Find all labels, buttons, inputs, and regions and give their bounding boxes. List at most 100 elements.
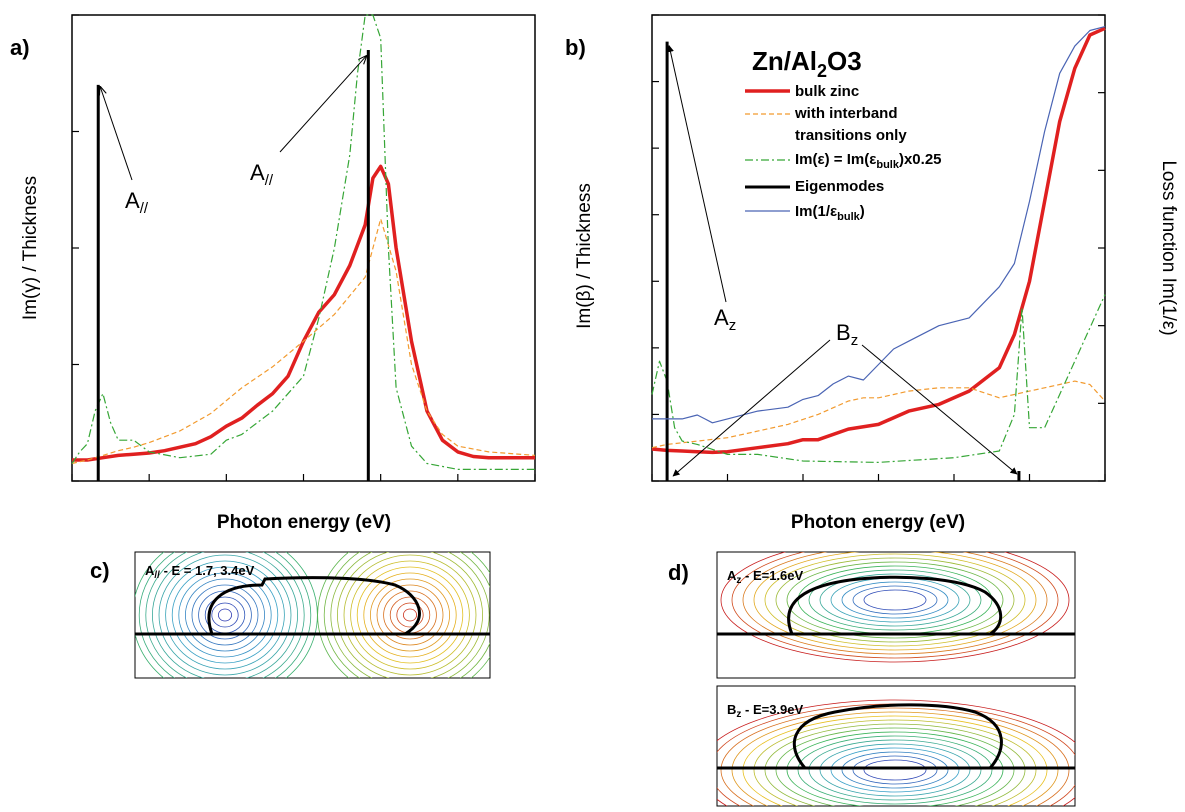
field-contour: [343, 554, 477, 676]
field-contour: [819, 743, 971, 797]
field-contour: [369, 578, 450, 652]
panel-a-label: a): [10, 35, 30, 60]
field-contour: [323, 552, 490, 678]
field-contour: [753, 719, 1037, 806]
panel-b-label: b): [565, 35, 586, 60]
panel-c-particle-outline: [207, 576, 421, 636]
panel-d-label: d): [668, 560, 689, 585]
field-contour: [852, 755, 938, 785]
field-contour: [171, 566, 279, 664]
panel-b-left-y-ticks: [652, 14, 659, 482]
panel-c: c) A// - E = 1.7, 3.4eV: [90, 551, 491, 679]
panel-c-field-label: A// - E = 1.7, 3.4eV: [145, 563, 255, 581]
annotation-arrow-a1: [100, 87, 133, 181]
annotation-label-a1: A//: [125, 188, 149, 217]
field-contour: [402, 608, 417, 622]
field-contour: [178, 572, 272, 658]
field-contour: [764, 723, 1026, 806]
panel-a-y-axis-label: Im(γ) / Thickness: [20, 176, 41, 320]
field-contour: [376, 584, 444, 646]
panel-a-annotations: A// A//: [100, 56, 366, 217]
panel-b-series: [651, 26, 1106, 481]
legend-label-interband-line2: transitions only: [795, 127, 907, 144]
legend-title: Zn/Al2O3: [752, 46, 862, 81]
panel-a: a) Photon energy (eV) Im(γ) / Thickness …: [10, 14, 536, 533]
field-contour: [330, 552, 490, 678]
field-contour: [152, 552, 298, 678]
field-contour: [158, 554, 292, 676]
field-contour: [819, 573, 971, 627]
series-scaled-line: [651, 294, 1106, 463]
series-interband-line: [651, 380, 1106, 449]
panel-b-y-axis-label: Im(β) / Thickness: [574, 183, 595, 329]
series-loss-line: [652, 26, 1106, 424]
panel-d-top-particle-outline: [787, 575, 1003, 636]
field-contour: [731, 552, 1059, 659]
panel-d-bottom-field-label: Bz - E=3.9eV: [727, 702, 804, 720]
field-contour: [808, 739, 982, 801]
panel-a-frame: [71, 14, 536, 482]
panel-a-y-ticks: [72, 14, 79, 482]
panel-a-series: [71, 14, 536, 481]
annotation-arrow-bz-left: [672, 339, 831, 477]
legend-label-loss: Im(1/εbulk): [795, 203, 865, 223]
field-contour: [764, 553, 1026, 647]
annotation-label-bz: Bz: [836, 320, 858, 349]
annotation-label-az: Az: [714, 305, 736, 334]
panel-b-right-y-ticks: [1098, 14, 1105, 482]
field-contour: [742, 552, 1048, 655]
field-contour: [191, 584, 259, 646]
field-contour: [731, 711, 1059, 806]
field-contour: [841, 581, 949, 619]
field-contour: [383, 590, 437, 640]
annotation-arrow-az: [667, 44, 727, 303]
panel-b-y2-axis-label: Loss function Im(1/ε): [1158, 160, 1179, 335]
legend-label-interband: with interband: [794, 105, 898, 122]
field-contour: [138, 552, 312, 678]
field-contour: [808, 569, 982, 631]
panel-c-frame: [134, 551, 491, 679]
field-contour: [775, 727, 1015, 806]
field-contour: [317, 552, 490, 678]
field-contour: [775, 557, 1015, 643]
field-contour: [337, 552, 483, 678]
series-bulk-line: [651, 26, 1106, 455]
annotation-arrow-bz-right: [861, 344, 1018, 475]
field-contour: [217, 608, 232, 622]
field-contour: [841, 751, 949, 789]
panel-b-annotations: Az Bz: [667, 44, 1018, 477]
field-contour: [830, 747, 960, 793]
field-contour: [863, 589, 927, 611]
field-contour: [717, 699, 1075, 806]
field-contour: [786, 731, 1004, 806]
field-contour: [165, 560, 285, 670]
series-interband-line: [71, 218, 536, 465]
panel-d-top-field-lines: [720, 552, 1070, 663]
panel-d-top-field-label: Az - E=1.6eV: [727, 568, 804, 586]
annotation-label-a2: A//: [250, 160, 274, 189]
field-contour: [797, 735, 993, 805]
field-contour: [184, 578, 265, 652]
field-contour: [720, 707, 1070, 806]
field-contour: [852, 585, 938, 615]
field-contour: [863, 759, 927, 781]
field-contour: [363, 572, 457, 658]
field-contour: [350, 560, 470, 670]
panel-c-field-lines: [135, 552, 490, 678]
legend-label-eigenmodes: Eigenmodes: [795, 178, 884, 195]
panel-d: d) Az - E=1.6eV Bz - E=3.9eV: [668, 551, 1076, 807]
field-contour: [742, 715, 1048, 806]
field-contour: [786, 561, 1004, 639]
series-scaled-line: [71, 14, 535, 470]
panel-a-x-ticks: [71, 474, 536, 481]
panel-a-x-axis-label: Photon energy (eV): [217, 512, 391, 533]
legend-label-bulk-zinc: bulk zinc: [795, 83, 859, 100]
field-contour: [753, 552, 1037, 651]
field-contour: [356, 566, 464, 664]
legend-label-im-eps: Im(ε) = Im(εbulk)x0.25: [795, 151, 942, 171]
field-contour: [720, 552, 1070, 663]
panel-b-x-ticks: [651, 474, 1106, 481]
panel-c-label: c): [90, 558, 110, 583]
